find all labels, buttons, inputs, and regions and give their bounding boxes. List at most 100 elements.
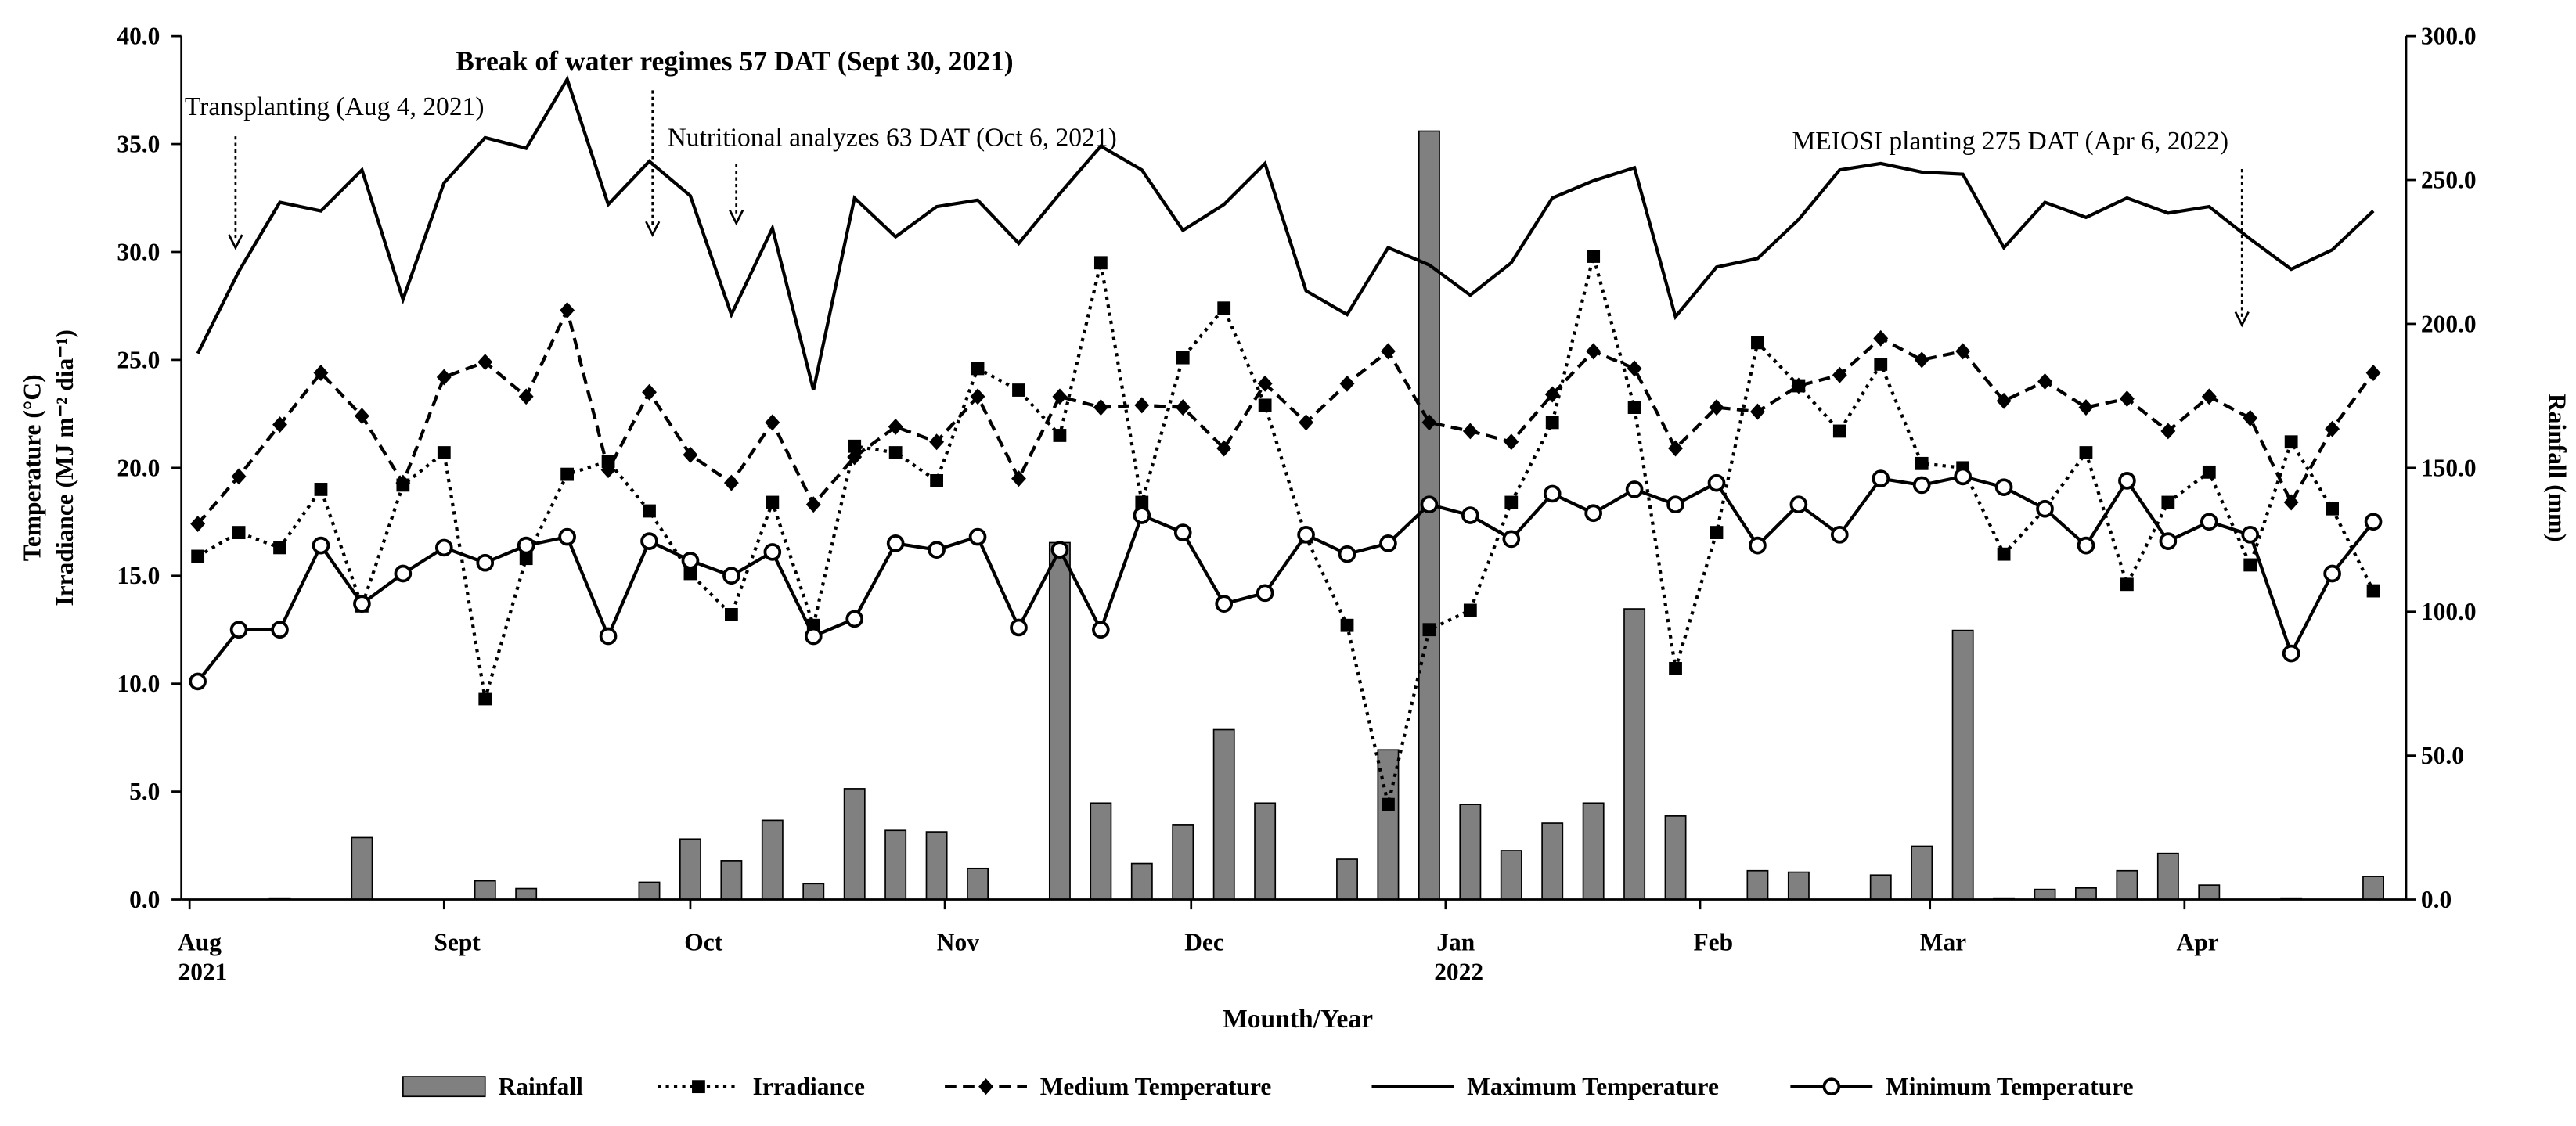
bar (2362, 876, 2385, 901)
marker-diamond (518, 388, 534, 405)
marker-square (2079, 446, 2093, 459)
marker-square (601, 455, 615, 468)
marker-diamond (642, 383, 657, 401)
marker-circle (599, 627, 618, 646)
marker-square (1710, 526, 1724, 539)
marker-diamond (560, 301, 575, 318)
bar (679, 838, 701, 901)
marker-square (1340, 618, 1354, 632)
marker-diamond (1339, 375, 1355, 392)
marker-square (766, 495, 780, 509)
bar (474, 880, 496, 901)
marker-square (191, 549, 205, 563)
marker-square (2366, 584, 2380, 598)
y2-tick-label: 50.0 (2421, 742, 2464, 769)
y2-tick-label: 200.0 (2421, 310, 2477, 337)
marker-square (1545, 416, 1559, 430)
bar (1336, 858, 1358, 901)
marker-diamond (1011, 470, 1026, 487)
y-tick-label: 10.0 (117, 670, 160, 697)
bar (2198, 884, 2221, 901)
bar (1377, 749, 1400, 901)
marker-circle (1420, 495, 1439, 514)
marker-circle (1502, 530, 1521, 549)
y2-tick-label: 0.0 (2421, 886, 2452, 913)
marker-circle (189, 672, 207, 691)
marker-square (2161, 495, 2175, 509)
marker-square (1997, 547, 2011, 561)
legend-marker (1822, 1077, 1841, 1095)
marker-circle (2323, 564, 2341, 583)
marker-square (643, 504, 656, 518)
marker-diamond (2365, 364, 2381, 381)
marker-diamond (395, 474, 411, 491)
bar (967, 867, 989, 901)
marker-diamond (1462, 423, 1478, 440)
marker-diamond (190, 516, 206, 533)
x-tick-label: Aug 2021 (178, 929, 228, 986)
annotation-arrows (228, 90, 2250, 328)
bar (1418, 130, 1440, 901)
marker-diamond (1586, 343, 1601, 360)
marker-square (1587, 250, 1601, 263)
x-tick-label: Feb (1693, 929, 1733, 956)
marker-circle (353, 595, 371, 613)
marker-square (1751, 336, 1764, 350)
marker-diamond (2078, 399, 2094, 416)
x-axis-label: Mounth/Year (1223, 1005, 1373, 1034)
marker-circle (1297, 526, 1315, 544)
marker-circle (1666, 495, 1684, 514)
y-tick-label: 0.0 (129, 886, 160, 913)
bar (802, 883, 825, 901)
marker-circle (2036, 499, 2054, 518)
marker-diamond (1791, 377, 1807, 394)
marker-diamond (2283, 494, 2299, 511)
marker-square (1217, 301, 1231, 315)
bar (1582, 802, 1605, 901)
marker-circle (2241, 526, 2260, 544)
bar (1911, 845, 1933, 901)
marker-square (971, 362, 985, 376)
bar (515, 887, 538, 901)
marker-diamond (1709, 399, 1724, 416)
marker-diamond (436, 369, 452, 386)
marker-circle (968, 527, 987, 546)
marker-square (1627, 401, 1641, 414)
marker-square (478, 692, 492, 706)
marker-diamond (1299, 414, 1314, 431)
marker-circle (2077, 536, 2095, 555)
y-tick-label: 35.0 (117, 131, 160, 158)
marker-circle (1789, 495, 1808, 514)
marker-diamond (2160, 423, 2176, 440)
legend-label: Minimum Temperature (1886, 1073, 2134, 1100)
x-tick-label: Dec (1184, 929, 1224, 956)
marker-diamond (2325, 420, 2340, 437)
arrowhead (645, 221, 661, 238)
annotation: Transplanting (Aug 4, 2021) (185, 92, 485, 121)
marker-square (1258, 398, 1272, 412)
marker-square (1053, 429, 1067, 442)
marker-circle (2118, 472, 2136, 490)
marker-square (1176, 351, 1190, 365)
y-tick-label: 25.0 (117, 346, 160, 373)
marker-diamond (272, 416, 287, 433)
marker-diamond (1093, 399, 1108, 416)
marker-circle (681, 552, 700, 570)
arrowhead (2234, 311, 2250, 328)
bar (1459, 804, 1482, 901)
marker-square (1382, 797, 1395, 811)
marker-square (725, 608, 738, 621)
marker-square (848, 439, 862, 453)
marker-circle (763, 543, 782, 561)
marker-square (683, 567, 697, 581)
marker-diamond (888, 418, 903, 435)
marker-circle (1872, 469, 1890, 487)
marker-square (2284, 435, 2298, 449)
marker-circle (517, 536, 535, 555)
marker-diamond (313, 364, 329, 381)
marker-circle (2364, 513, 2383, 531)
line (196, 305, 2375, 525)
marker-square (1422, 623, 1436, 637)
bar (351, 836, 373, 901)
